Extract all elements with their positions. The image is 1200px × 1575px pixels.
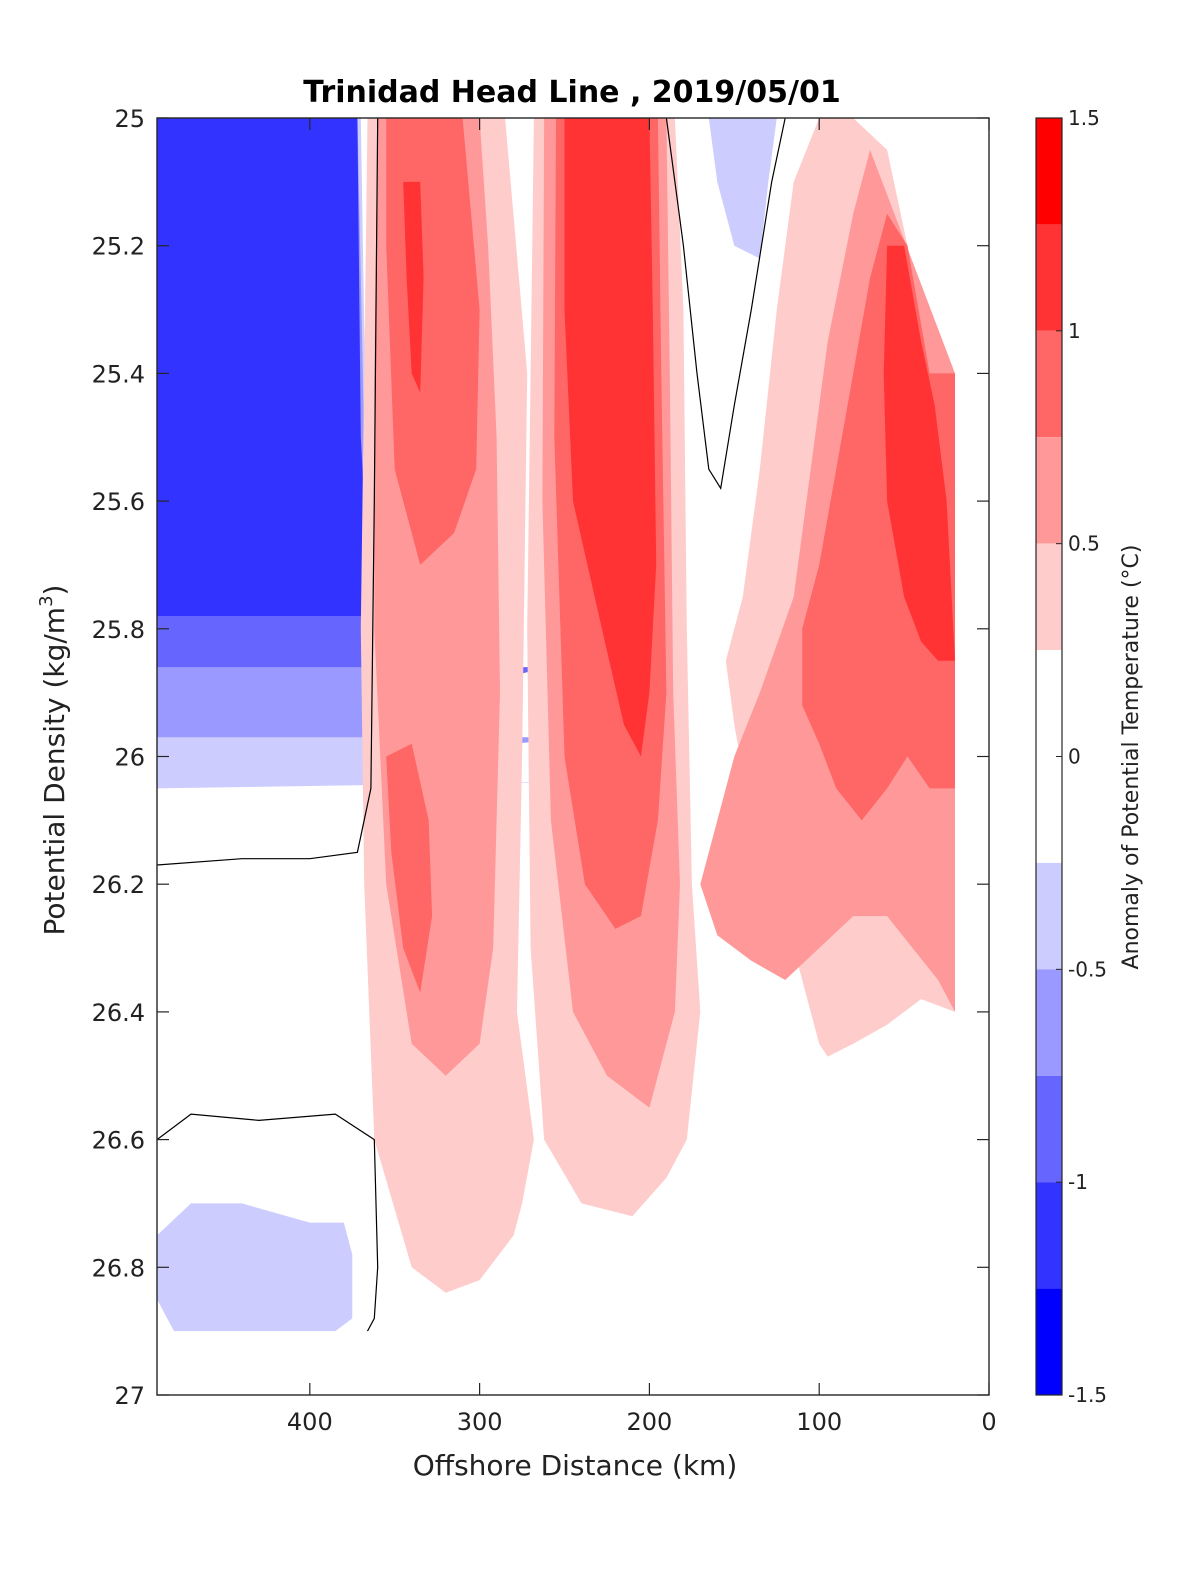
colorbar-tick-label: 0.5 — [1068, 532, 1100, 556]
y-tick-label: 26.2 — [92, 871, 145, 899]
colorbar-swatch — [1036, 543, 1062, 651]
y-tick-label: 25.4 — [92, 360, 145, 388]
colorbar-swatch — [1036, 437, 1062, 544]
colorbar-tick-label: -0.5 — [1068, 957, 1107, 981]
colorbar-tick-label: 0 — [1068, 745, 1081, 769]
x-axis: 400 300 200 100 0 — [287, 118, 997, 1436]
y-tick-label: 26.4 — [92, 999, 145, 1027]
colorbar-swatch — [1036, 969, 1062, 1076]
colorbar-tick-label: 1 — [1068, 319, 1081, 343]
colorbar-swatch — [1036, 224, 1062, 331]
x-tick-label: 0 — [981, 1408, 996, 1436]
x-tick-label: 400 — [287, 1408, 333, 1436]
colorbar-swatch — [1036, 1288, 1062, 1395]
colorbar — [1035, 117, 1063, 1396]
y-axis: 25 25.2 25.4 25.6 25.8 26 26.2 26.4 26.6 26.8 27 — [92, 105, 989, 1410]
contour-region-warm-band-west-hot — [403, 181, 424, 393]
colorbar-swatch — [1036, 862, 1062, 970]
contour-region-cold-patch-deep — [157, 1203, 353, 1332]
y-axis-label: Potential Density (kg/m3) — [36, 585, 71, 936]
colorbar-swatch — [1036, 118, 1062, 225]
colorbar-swatch — [1036, 1075, 1062, 1183]
contour-region-offshore-cold-4 — [157, 118, 514, 655]
zero-contour-deep-west — [157, 1113, 379, 1332]
x-tick-label: 300 — [457, 1408, 503, 1436]
colorbar-tick-label: -1.5 — [1068, 1383, 1107, 1407]
contour-region-warm-band-center-hot — [564, 118, 657, 757]
y-tick-label: 27 — [114, 1382, 145, 1410]
y-axis-label-superscript: 3 — [36, 595, 57, 606]
contour-region-warm-band-east-hot — [883, 245, 955, 661]
y-tick-label: 26.8 — [92, 1254, 145, 1282]
colorbar-tick-label: 1.5 — [1068, 106, 1100, 130]
y-tick-label: 25.8 — [92, 616, 145, 644]
zero-contour-layer — [157, 118, 786, 1332]
colorbar-swatch — [1036, 1182, 1062, 1289]
y-tick-label: 26.6 — [92, 1127, 145, 1155]
y-axis-label-main: Potential Density (kg/m — [38, 607, 71, 936]
x-tick-label: 100 — [796, 1408, 842, 1436]
x-axis-label: Offshore Distance (km) — [413, 1449, 738, 1482]
y-tick-label: 26 — [114, 744, 145, 772]
y-tick-label: 25 — [114, 105, 145, 133]
contour-region-warm-band-west-core-2 — [386, 743, 433, 993]
colorbar-ticks: 1.5 1 0.5 0 -0.5 -1 -1.5 — [1056, 106, 1107, 1407]
chart-title: Trinidad Head Line , 2019/05/01 — [303, 75, 840, 110]
zero-contour-west — [157, 118, 379, 866]
colorbar-label: Anomaly of Potential Temperature (°C) — [1119, 545, 1144, 970]
y-axis-label-close: ) — [38, 585, 71, 596]
y-tick-label: 25.6 — [92, 488, 145, 516]
zero-contour-east — [665, 118, 786, 490]
colorbar-swatch — [1036, 330, 1062, 438]
plot-fill-layer — [157, 118, 955, 1332]
y-tick-label: 25.2 — [92, 233, 145, 261]
x-tick-label: 200 — [627, 1408, 673, 1436]
contour-region-cold-patch-east — [666, 118, 777, 259]
colorbar-tick-label: -1 — [1068, 1170, 1088, 1194]
